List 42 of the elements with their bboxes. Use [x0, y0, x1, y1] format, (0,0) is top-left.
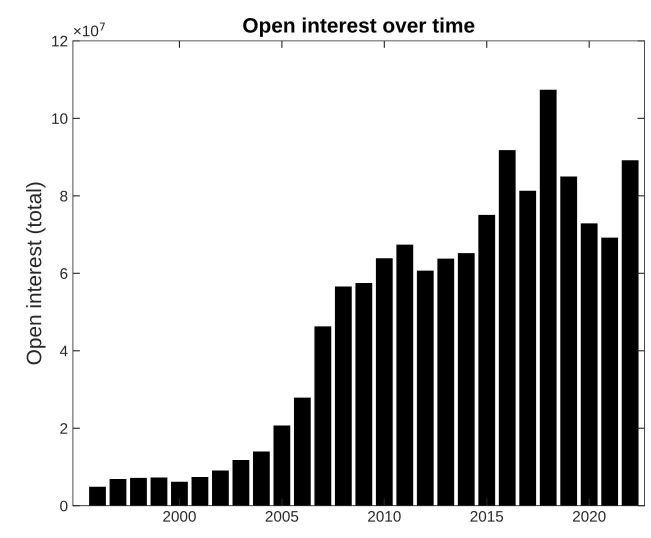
bar: [458, 253, 475, 506]
bar: [294, 398, 311, 506]
y-tick-label: 12: [52, 36, 68, 46]
bar: [416, 270, 434, 506]
chart-title: Open interest over time: [243, 17, 474, 37]
y-tick-label: 10: [52, 113, 68, 124]
bar: [622, 160, 639, 506]
bar: [273, 426, 290, 506]
bar: [396, 244, 414, 506]
bar: [150, 477, 168, 506]
bar: [110, 478, 126, 506]
bar: [560, 176, 578, 506]
bar: [355, 282, 372, 506]
bar: [540, 90, 557, 506]
bar: [498, 150, 516, 506]
y-axis-title: Open interest (total): [26, 182, 46, 364]
bar: [437, 258, 454, 506]
bar: [130, 478, 147, 506]
bar: [334, 286, 352, 506]
bar: [580, 223, 598, 506]
text: ×10$^{7}$: [74, 22, 105, 36]
x-tick-label: 2000: [163, 510, 196, 522]
bar: [252, 451, 270, 506]
x-tick-label: 2005: [266, 510, 298, 522]
bar: [171, 482, 188, 506]
y-tick-label: 0: [60, 500, 68, 512]
bar: [519, 190, 536, 506]
y-tick-label: 8: [60, 190, 68, 202]
bar: [478, 214, 496, 506]
y-tick-label: 4: [60, 346, 68, 356]
x-tick-label: 2020: [572, 510, 606, 522]
bar: [601, 238, 618, 506]
y-tick-label: 2: [60, 423, 68, 434]
bar: [212, 470, 229, 506]
bar: [314, 326, 332, 506]
x-tick-label: 2010: [368, 510, 401, 522]
bar: [376, 258, 393, 506]
bar: [232, 460, 250, 506]
bar: [192, 477, 208, 506]
x-tick-label: 2015: [470, 510, 504, 522]
bar: [89, 486, 106, 506]
y-tick-label: 6: [60, 268, 68, 279]
